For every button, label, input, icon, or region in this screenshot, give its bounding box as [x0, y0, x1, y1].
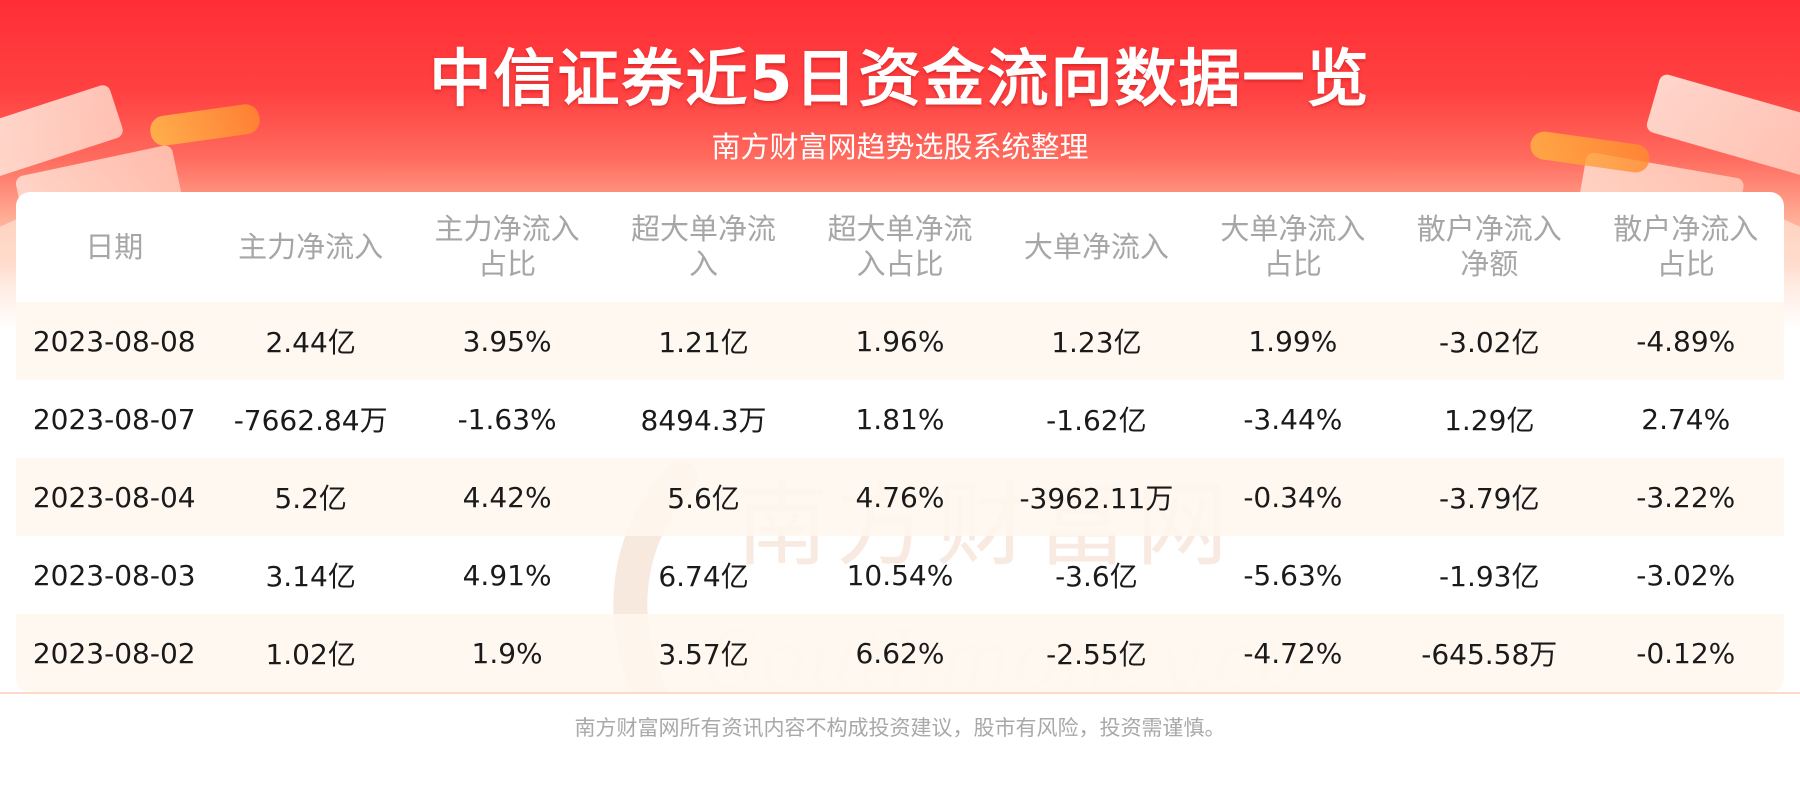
footer-divider [0, 692, 1800, 694]
cell-retail-ratio: -3.02% [1636, 558, 1736, 592]
cell-large-ratio: -4.72% [1194, 614, 1392, 692]
cell-xl-inflow: 5.6亿 [605, 458, 802, 536]
cell-retail-inflow: -3.79亿 [1391, 458, 1588, 536]
cell-date: 2023-08-02 [16, 614, 213, 692]
cell-main-inflow: 5.2亿 [212, 458, 409, 536]
cell-date: 2023-08-07 [32, 402, 196, 436]
cell-xl-inflow: 1.21亿 [605, 302, 802, 380]
cell-xl-ratio: 4.76% [801, 458, 999, 536]
cell-main-inflow: -7662.84万 [233, 404, 388, 437]
cell-large-inflow: -3.6亿 [1055, 560, 1138, 593]
table-row: 2023-08-03 3.14亿 4.91% 6.74亿 10.54% -3.6… [16, 536, 1784, 614]
cell-xl-inflow: 3.57亿 [605, 614, 802, 692]
cell-main-inflow: 1.02亿 [212, 614, 409, 692]
cell-retail-ratio: -3.22% [1587, 458, 1784, 536]
cell-large-inflow: 1.23亿 [998, 302, 1195, 380]
cell-retail-inflow: 1.29亿 [1444, 404, 1535, 437]
cell-main-ratio: 1.9% [408, 614, 606, 692]
column-header-date: 日期 [85, 229, 144, 264]
cell-main-inflow: 3.14亿 [265, 560, 356, 593]
fund-flow-table: 日期 主力净流入 主力净流入 占比 超大单净流入 超大单净流 入占比 大单净流入 大… [16, 192, 1784, 692]
page-title: 中信证券近5日资金流向数据一览 [429, 42, 1371, 115]
cell-main-ratio: 4.91% [462, 558, 552, 592]
column-header-xl-inflow: 超大单净流入 [631, 212, 777, 281]
cell-large-ratio: -3.44% [1243, 402, 1343, 436]
column-header-large-inflow: 大单净流入 [1023, 229, 1169, 264]
cell-xl-inflow: 8494.3万 [640, 404, 767, 437]
cell-xl-ratio: 6.62% [801, 614, 999, 692]
cell-retail-ratio: -0.12% [1587, 614, 1784, 692]
cell-main-ratio: 3.95% [408, 302, 606, 380]
column-header-xl-ratio: 超大单净流 入占比 [827, 212, 973, 281]
table-header-row: 日期 主力净流入 主力净流入 占比 超大单净流入 超大单净流 入占比 大单净流入 大… [16, 192, 1784, 302]
page-subtitle: 南方财富网趋势选股系统整理 [711, 130, 1089, 164]
cell-xl-inflow: 6.74亿 [658, 560, 749, 593]
cell-large-inflow: -3962.11万 [998, 458, 1195, 536]
cell-date: 2023-08-04 [16, 458, 213, 536]
cell-xl-ratio: 1.96% [801, 302, 999, 380]
cell-large-ratio: -5.63% [1243, 558, 1343, 592]
cell-date: 2023-08-08 [16, 302, 213, 380]
cell-large-ratio: 1.99% [1194, 302, 1392, 380]
table-row: 2023-08-04 5.2亿 4.42% 5.6亿 4.76% -3962.1… [16, 458, 1784, 536]
cell-retail-ratio: 2.74% [1641, 402, 1731, 436]
column-header-retail-inflow: 散户净流入 净额 [1416, 212, 1562, 281]
cell-retail-ratio: -4.89% [1587, 302, 1784, 380]
column-header-main-ratio: 主力净流入 占比 [434, 212, 580, 281]
cell-large-ratio: -0.34% [1194, 458, 1392, 536]
cell-retail-inflow: -3.02亿 [1391, 302, 1588, 380]
column-header-main-inflow: 主力净流入 [238, 229, 384, 264]
cell-large-inflow: -2.55亿 [998, 614, 1195, 692]
cell-main-inflow: 2.44亿 [212, 302, 409, 380]
cell-retail-inflow: -1.93亿 [1439, 560, 1540, 593]
cell-main-ratio: 4.42% [408, 458, 606, 536]
cell-large-inflow: -1.62亿 [1046, 404, 1147, 437]
table-row: 2023-08-02 1.02亿 1.9% 3.57亿 6.62% -2.55亿… [16, 614, 1784, 692]
table-row: 2023-08-07 -7662.84万 -1.63% 8494.3万 1.81… [16, 380, 1784, 458]
cell-date: 2023-08-03 [32, 558, 196, 592]
cell-retail-inflow: -645.58万 [1391, 614, 1588, 692]
cell-xl-ratio: 1.81% [855, 402, 945, 436]
column-header-large-ratio: 大单净流入 占比 [1220, 212, 1366, 281]
cell-xl-ratio: 10.54% [846, 558, 954, 592]
footer-disclaimer: 南方财富网所有资讯内容不构成投资建议，股市有风险，投资需谨慎。 [574, 716, 1226, 740]
cell-main-ratio: -1.63% [457, 402, 557, 436]
column-header-retail-ratio: 散户净流入 占比 [1613, 212, 1759, 281]
table-row: 2023-08-08 2.44亿 3.95% 1.21亿 1.96% 1.23亿… [16, 302, 1784, 380]
